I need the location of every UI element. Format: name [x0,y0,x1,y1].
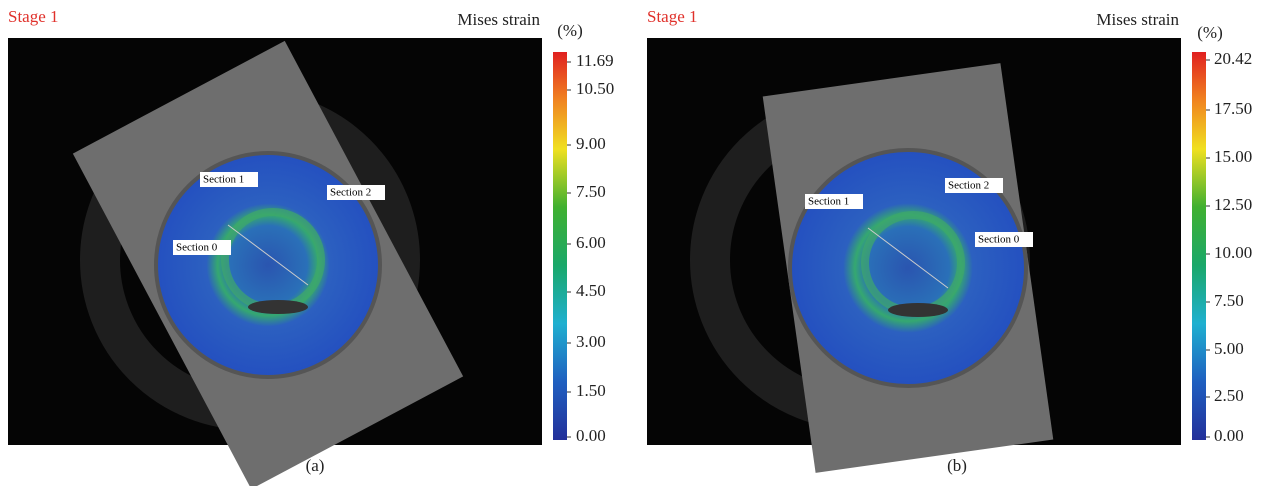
crack-region [248,300,308,314]
stage-label: Stage 1 [8,7,59,26]
section-box [173,240,231,255]
section-box [327,185,385,200]
colorbar-label: 0.00 [1214,426,1244,445]
colorbar-label: 0.00 [576,426,606,445]
colorbar [553,52,567,440]
colorbar [1192,52,1206,440]
quantity-label: Mises strain [457,10,540,29]
section-label: Section 0 [176,242,218,254]
quantity-label: Mises strain [1096,10,1179,29]
unit-label: (%) [557,21,582,40]
section-label: Section 1 [808,196,849,208]
colorbar-label: 2.50 [1214,386,1244,405]
caption: (a) [306,456,325,475]
section-label: Section 1 [203,174,244,186]
section-label: Section 2 [948,180,989,192]
crack-region [888,303,948,317]
colorbar-label: 7.50 [576,182,606,201]
section-box [975,232,1033,247]
section-label: Section 2 [330,187,371,199]
section-label: Section 0 [978,234,1020,246]
colorbar-label: 20.42 [1214,49,1252,68]
section-box [945,178,1003,193]
colorbar-label: 5.00 [1214,339,1244,358]
section-line [227,224,309,286]
colorbar-label: 12.50 [1214,195,1252,214]
caption: (b) [947,456,967,475]
colorbar-label: 3.00 [576,332,606,351]
section-box [200,172,258,187]
colorbar-label: 10.50 [576,79,614,98]
stage-label: Stage 1 [647,7,698,26]
colorbar-label: 15.00 [1214,147,1252,166]
strain-disc [154,151,382,379]
colorbar-label: 6.00 [576,233,606,252]
colorbar-label: 4.50 [576,281,606,300]
colorbar-label: 7.50 [1214,291,1244,310]
section-box [805,194,863,209]
colorbar-label: 9.00 [576,134,606,153]
unit-label: (%) [1197,23,1222,42]
colorbar-label: 10.00 [1214,243,1252,262]
colorbar-label: 1.50 [576,381,606,400]
colorbar-label: 11.69 [576,51,614,70]
colorbar-label: 17.50 [1214,99,1252,118]
section-line [867,227,949,289]
